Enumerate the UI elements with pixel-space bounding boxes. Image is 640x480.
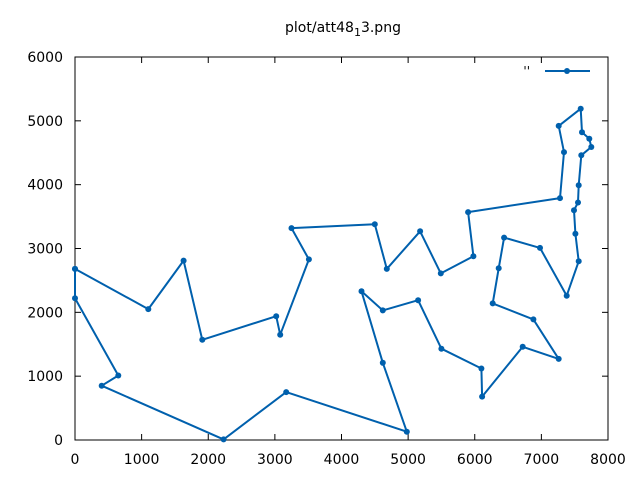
- data-point: [555, 122, 562, 129]
- data-point: [403, 428, 410, 435]
- y-tick-label: 2000: [27, 305, 63, 321]
- data-point: [305, 256, 312, 263]
- data-point: [415, 297, 422, 304]
- legend: '': [523, 64, 590, 78]
- data-point: [501, 234, 508, 241]
- data-point: [199, 336, 206, 343]
- data-point: [417, 228, 424, 235]
- data-point: [586, 135, 593, 142]
- data-point: [145, 306, 152, 313]
- x-tick-label: 6000: [457, 452, 493, 468]
- x-tick-label: 2000: [190, 452, 226, 468]
- data-point: [273, 313, 280, 320]
- data-point: [438, 345, 445, 352]
- data-point: [72, 295, 78, 302]
- x-tick-label: 7000: [524, 452, 560, 468]
- x-tick-label: 4000: [324, 452, 360, 468]
- data-point: [379, 307, 386, 314]
- data-point: [383, 265, 390, 272]
- data-point: [563, 292, 570, 299]
- data-point: [470, 253, 477, 260]
- data-point: [561, 149, 567, 156]
- data-point: [575, 199, 581, 206]
- data-point: [537, 244, 543, 251]
- data-point: [479, 393, 486, 400]
- data-point: [588, 144, 595, 150]
- data-point: [519, 343, 526, 350]
- data-point: [115, 372, 122, 379]
- data-point: [557, 195, 563, 202]
- x-tick-label: 5000: [390, 452, 426, 468]
- legend-label: '': [523, 64, 530, 78]
- chart-title: plot/att4813.png: [285, 20, 401, 39]
- y-tick-label: 3000: [27, 242, 63, 258]
- data-point: [579, 129, 585, 136]
- data-point: [98, 382, 105, 389]
- data-point: [72, 265, 78, 272]
- plot-area-border: [74, 56, 609, 441]
- data-point: [379, 359, 386, 366]
- data-point: [371, 221, 378, 228]
- data-point: [437, 270, 444, 277]
- data-point: [220, 436, 227, 443]
- y-tick-label: 4000: [27, 178, 63, 194]
- series-layer: [72, 105, 595, 443]
- legend-marker: [564, 68, 570, 74]
- data-point: [575, 182, 582, 189]
- chart-title-subscript: 1: [354, 26, 361, 39]
- series-line: [74, 107, 593, 441]
- data-point: [575, 258, 582, 265]
- data-point: [495, 265, 502, 272]
- data-point: [571, 207, 577, 214]
- x-tick-label: 0: [71, 452, 80, 468]
- chart-title-tail: 3.png: [361, 20, 401, 36]
- x-axis: 0 1000 2000 3000 4000 5000 6000 7000 8000: [71, 57, 626, 468]
- data-point: [489, 300, 496, 307]
- data-point: [288, 225, 295, 232]
- y-tick-label: 1000: [27, 369, 63, 385]
- y-tick-label: 6000: [27, 50, 63, 66]
- data-point: [465, 209, 472, 216]
- data-point: [572, 230, 579, 237]
- x-tick-label: 1000: [124, 452, 160, 468]
- x-tick-label: 3000: [257, 452, 293, 468]
- data-point: [277, 331, 284, 338]
- x-tick-label: 8000: [590, 452, 626, 468]
- data-point: [578, 152, 585, 159]
- data-point: [478, 365, 485, 372]
- y-tick-label: 5000: [27, 114, 63, 130]
- y-tick-label: 0: [54, 433, 63, 449]
- y-axis: 0 1000 2000 3000 4000 5000 6000: [27, 50, 608, 449]
- data-point: [180, 257, 187, 264]
- chart-title-main: plot/att48: [285, 20, 354, 36]
- data-point: [283, 389, 290, 396]
- data-point: [577, 105, 584, 112]
- data-point: [530, 316, 537, 323]
- data-point: [358, 288, 365, 295]
- data-point: [555, 355, 562, 362]
